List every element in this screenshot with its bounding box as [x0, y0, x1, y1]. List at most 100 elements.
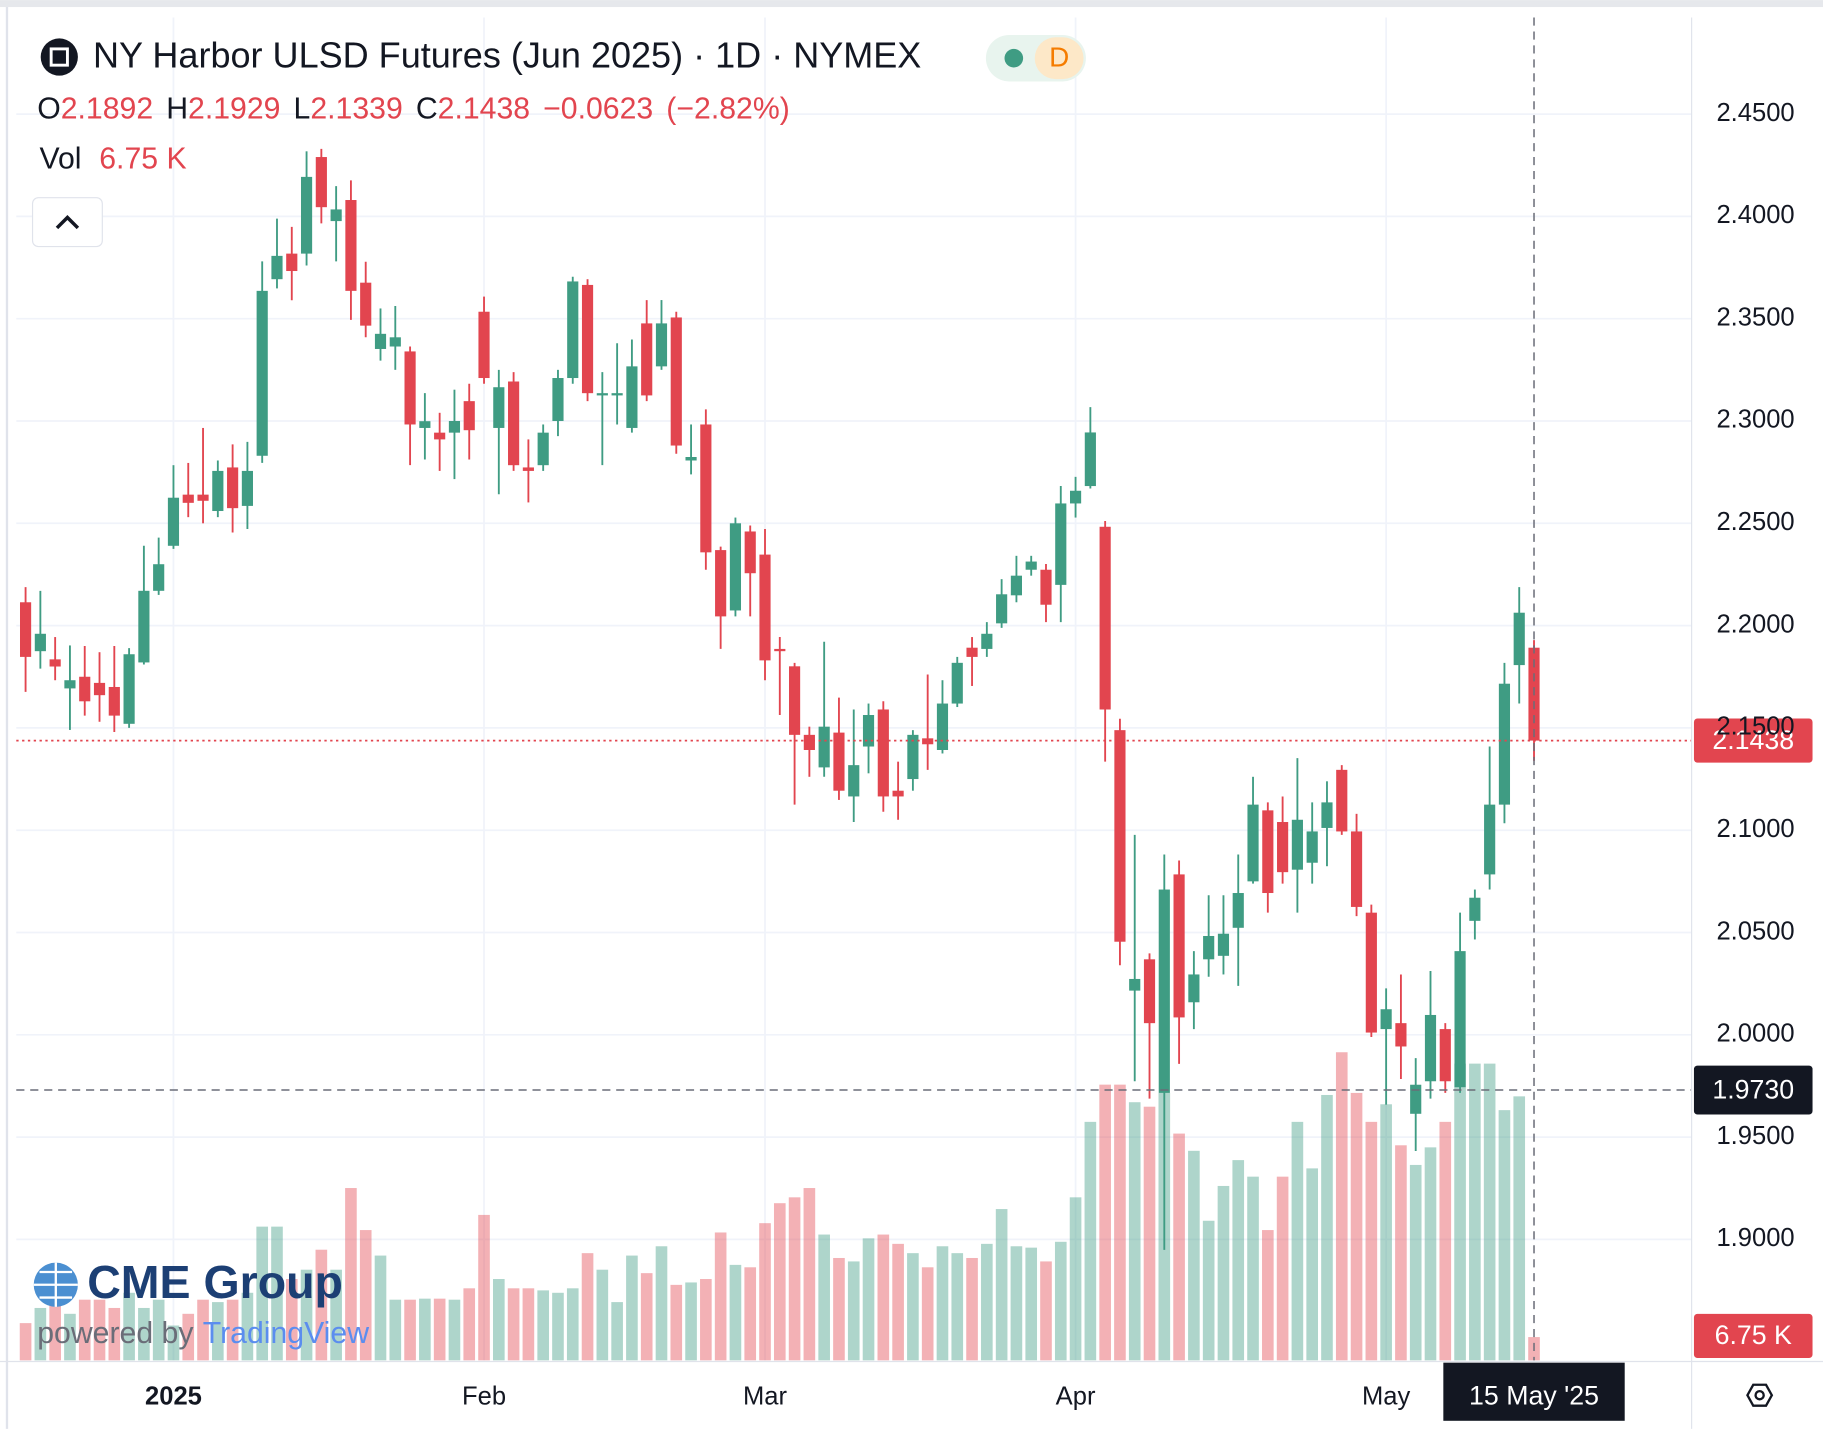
candle-body [478, 311, 490, 379]
volume-bar [788, 1197, 801, 1361]
candle-body [153, 564, 165, 591]
volume-bar [34, 1307, 47, 1361]
candle-body [1084, 432, 1096, 487]
candle-body [1262, 810, 1274, 894]
candle-body [833, 732, 845, 791]
volume-bar [1321, 1094, 1333, 1361]
candle-body [1040, 569, 1052, 605]
candle-body [596, 393, 608, 396]
candle-body [1173, 874, 1185, 1018]
volume-bar [1143, 1106, 1156, 1361]
platform-name: TradingView [203, 1317, 369, 1350]
overlay: 2.1438 6.75 K 1.9730 15 May '25 [16, 17, 1813, 1421]
status-dot [1004, 48, 1024, 68]
volume-bar [1247, 1176, 1259, 1361]
settings-icon[interactable] [1746, 1383, 1774, 1407]
volume-bar [1173, 1133, 1185, 1361]
volume-legend: Vol 6.75 K [40, 142, 187, 175]
candle-body [374, 333, 387, 349]
volume-bar [152, 1299, 165, 1361]
volume-bar [1350, 1092, 1363, 1361]
volume-bar [419, 1298, 431, 1361]
volume-bar [1188, 1150, 1200, 1361]
volume-bar [1114, 1084, 1126, 1361]
candle-body [167, 497, 180, 546]
candle-body [966, 647, 978, 657]
volume-bar [981, 1243, 993, 1361]
volume-bar [744, 1267, 757, 1361]
volume-bar [49, 1302, 61, 1361]
volume-bar [271, 1226, 283, 1361]
candle-body [1247, 804, 1259, 882]
ohlc-key: O [37, 92, 61, 125]
candle-body [182, 494, 194, 503]
volume-bar [493, 1279, 505, 1361]
volume-bar [315, 1249, 328, 1361]
volume-bar [123, 1292, 135, 1361]
candle-body [1203, 935, 1215, 960]
volume-bar [108, 1307, 121, 1361]
ohlc-key: H [166, 92, 188, 125]
y-tick-label: 2.0500 [1716, 917, 1794, 945]
volume-value-box [1693, 1313, 1813, 1359]
collapse-button[interactable] [31, 197, 103, 248]
candle-body [848, 765, 860, 797]
candle-body [345, 200, 357, 291]
candle-body [1158, 889, 1170, 1093]
volume-bar [359, 1230, 372, 1361]
volume-bar [685, 1282, 697, 1361]
badge: D [1049, 42, 1069, 73]
volume-bar [1202, 1220, 1215, 1361]
candle-body [197, 494, 209, 501]
volume-bar [1498, 1110, 1511, 1361]
volume-bar [966, 1257, 978, 1361]
candle-body [1513, 612, 1525, 666]
candle-body [670, 317, 682, 446]
volume-bar [241, 1292, 254, 1361]
candle-body [1277, 822, 1289, 873]
volume-bar [700, 1279, 712, 1361]
chart-title: NY Harbor ULSD Futures (Jun 2025) · 1D ·… [93, 35, 921, 76]
volume-bar [995, 1209, 1008, 1361]
volume-bar [64, 1313, 76, 1361]
candle-body [1188, 974, 1200, 1003]
candle-body [1439, 1029, 1451, 1082]
candle-body [508, 381, 520, 466]
candle-body [271, 255, 283, 280]
ohlc-value: 2.1892 [61, 92, 153, 125]
candle-body [419, 421, 431, 428]
volume-bar [1380, 1104, 1392, 1361]
x-tick-label: Mar [743, 1382, 788, 1410]
volume-bar [167, 1325, 180, 1361]
volume-bar [1306, 1168, 1319, 1361]
volume-bar [596, 1269, 609, 1361]
volume-bar [1084, 1121, 1097, 1361]
volume-bar [655, 1246, 668, 1361]
candle-body [315, 157, 327, 208]
volume-bar [463, 1288, 476, 1361]
volume-bar [138, 1307, 150, 1361]
candle-body [227, 467, 239, 509]
x-tick-label: Feb [462, 1382, 506, 1410]
candle-body [744, 531, 756, 574]
candle-body [108, 686, 120, 716]
candle-body [1129, 978, 1141, 991]
candle-body [789, 666, 801, 735]
candle-body [404, 351, 416, 425]
volume-bar [640, 1273, 653, 1361]
candle-body [655, 323, 668, 367]
candle-body [1469, 897, 1481, 921]
volume-bar [197, 1299, 209, 1361]
volume-bar [907, 1253, 919, 1361]
candle-body [1321, 802, 1333, 828]
volume-bar [759, 1223, 771, 1361]
volume-value-label: 6.75 K [1715, 1320, 1792, 1350]
badge-bg [1034, 37, 1084, 80]
volume-bar [78, 1299, 91, 1361]
x-tick-label: 2025 [145, 1382, 202, 1410]
candle-body [1365, 912, 1377, 1033]
volume-bar [773, 1203, 786, 1361]
powered-by: powered by [37, 1317, 194, 1350]
ohlc-legend: O2.1892 H2.1929 L2.1339 C2.1438 −0.0623 … [37, 92, 790, 125]
volume-bar [951, 1253, 964, 1361]
